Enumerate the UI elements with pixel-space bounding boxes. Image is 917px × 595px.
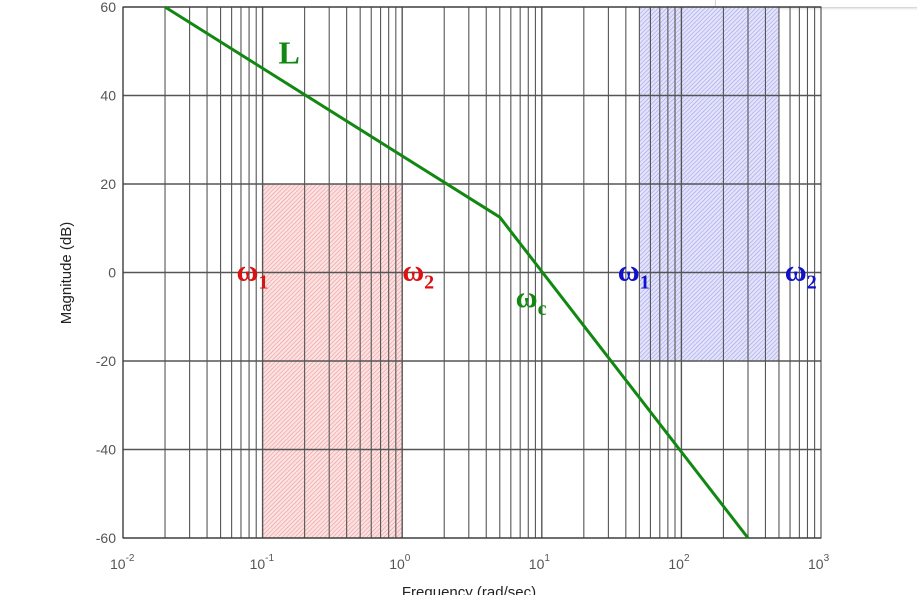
annotations: L ωc ω1 ω2 ω1 ω2 (236, 35, 816, 320)
y-tick-label: 60 (100, 0, 116, 15)
series-label-L: L (279, 35, 300, 71)
plot-frame (122, 6, 822, 539)
y-tick-label: -40 (96, 442, 116, 458)
low-band-omega2-label: ω2 (402, 255, 434, 294)
y-tick-label: -20 (96, 353, 116, 369)
high-band-omega2-label: ω2 (785, 255, 817, 294)
low-band-omega1-label: ω1 (236, 255, 268, 294)
crossover-frequency-label: ωc (516, 281, 547, 320)
series-layer (164, 5, 750, 539)
x-tick-label: 100 (389, 553, 411, 572)
x-tick-label: 102 (668, 553, 690, 572)
grid (122, 6, 821, 539)
y-tick-label: 20 (100, 176, 116, 192)
y-tick-label: 40 (100, 88, 116, 104)
y-tick-labels: 60 40 20 0 -20 -40 -60 (96, 0, 116, 546)
series-line-L (164, 5, 750, 539)
x-tick-label: 10-1 (250, 553, 275, 572)
x-tick-label: 101 (529, 553, 551, 572)
high-band-omega1-label: ω1 (618, 255, 650, 294)
x-tick-labels: 10-2 10-1 100 101 102 103 (110, 553, 830, 572)
x-tick-label: 103 (808, 553, 830, 572)
x-axis-label: Frequency (rad/sec) (402, 584, 536, 595)
y-tick-label: -60 (96, 530, 116, 546)
y-axis-label: Magnitude (dB) (58, 222, 75, 325)
y-tick-label: 0 (108, 265, 116, 281)
x-tick-label: 10-2 (110, 553, 135, 572)
